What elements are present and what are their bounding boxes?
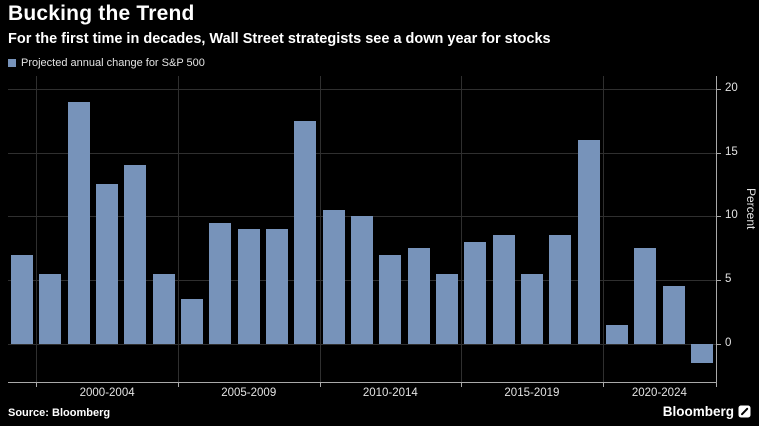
y-tick-label: 5: [725, 273, 732, 285]
bloomberg-logo-text: Bloomberg: [662, 404, 734, 419]
gridline-vertical: [461, 76, 463, 382]
source-credit: Source: Bloomberg: [8, 407, 111, 419]
x-tick-mark: [319, 383, 321, 387]
plot-area: [8, 76, 717, 383]
bar-2006: [209, 222, 232, 344]
y-tick-label: 20: [725, 81, 738, 94]
y-tick-mark: [717, 88, 721, 90]
y-axis-title: Percent: [744, 188, 758, 230]
x-group-label: 2005-2009: [221, 387, 277, 399]
x-axis: 2000-2004 2005-2009 2010-2014 2015-2019 2020…: [8, 383, 717, 401]
bar-2011: [351, 216, 373, 344]
x-tick-mark: [177, 383, 179, 387]
y-axis: 0 5 10 15 20: [717, 76, 757, 382]
legend-swatch-icon: [8, 59, 16, 67]
bloomberg-logo-icon: [738, 405, 751, 418]
gridline-vertical: [319, 76, 321, 382]
bar-2023: [690, 343, 713, 363]
gridline-horizontal: [8, 88, 716, 90]
bar-2007: [237, 229, 260, 344]
gridline-vertical: [602, 76, 604, 382]
x-tick-mark: [716, 383, 717, 387]
legend-label: Projected annual change for S&P 500: [21, 57, 205, 69]
x-tick-mark: [602, 383, 604, 387]
bar-2001: [67, 101, 90, 344]
bar-2008: [266, 229, 289, 344]
bar-2016: [492, 235, 515, 344]
x-tick-mark: [36, 383, 38, 387]
bloomberg-logo: Bloomberg: [663, 404, 751, 419]
bar-2018: [549, 235, 572, 344]
x-group-label: 2010-2014: [362, 387, 418, 399]
bar-2010: [322, 209, 345, 344]
gridline-horizontal: [8, 343, 716, 345]
bar-2003: [124, 165, 147, 344]
bar-2009: [294, 120, 317, 344]
bar-2014: [435, 273, 458, 344]
bar-2012: [379, 254, 402, 344]
bar-2000: [39, 273, 62, 344]
y-tick-label: 0: [725, 336, 732, 349]
x-group-label: 2000-2004: [79, 387, 135, 399]
bar-2019: [577, 139, 600, 344]
x-tick-mark: [461, 383, 463, 387]
legend: Projected annual change for S&P 500: [8, 57, 205, 69]
y-tick-label: 15: [725, 145, 738, 158]
bar-2005: [181, 299, 204, 344]
bar-2021: [634, 248, 657, 344]
x-group-label: 2015-2019: [504, 387, 560, 399]
x-group-label: 2020-2024: [631, 387, 687, 399]
y-tick-mark: [717, 152, 721, 154]
gridline-vertical: [177, 76, 179, 382]
y-tick-mark: [717, 216, 721, 218]
y-tick-mark: [717, 280, 721, 281]
page-title: Bucking the Trend: [8, 2, 195, 25]
bar-1999: [11, 254, 34, 344]
y-tick-mark: [717, 343, 721, 345]
bar-2020: [605, 324, 628, 344]
bar-2013: [407, 248, 430, 344]
y-tick-label: 10: [725, 209, 738, 222]
bar-2015: [464, 241, 487, 344]
gridline-horizontal: [8, 152, 716, 154]
chart-subtitle: For the first time in decades, Wall Stre…: [8, 31, 551, 47]
bar-2017: [520, 273, 543, 344]
bar-2004: [152, 273, 175, 344]
bar-2022: [662, 286, 685, 344]
gridline-vertical: [36, 76, 38, 382]
bar-2002: [96, 184, 119, 344]
